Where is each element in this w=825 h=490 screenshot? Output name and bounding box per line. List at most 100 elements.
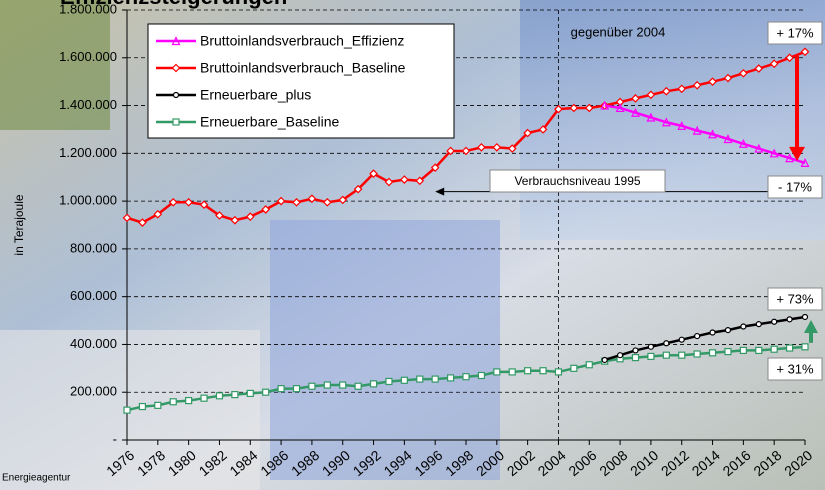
arrow-head [804, 319, 818, 333]
point [738, 138, 748, 148]
point [169, 398, 177, 406]
point [678, 336, 685, 343]
annotation-box [767, 357, 823, 381]
point [523, 128, 532, 138]
arrow-head [435, 187, 445, 196]
annotation: - 17% [778, 179, 812, 194]
point [739, 68, 748, 78]
legend-label: Bruttoinlandsverbrauch_Effizienz [200, 33, 404, 49]
point [292, 385, 301, 393]
point [646, 90, 656, 100]
point [570, 364, 578, 372]
point [771, 318, 778, 325]
annotation-box [767, 175, 823, 199]
point [723, 134, 733, 144]
point [800, 47, 810, 57]
point [616, 352, 624, 359]
point [415, 176, 425, 186]
point [800, 158, 810, 167]
point [172, 91, 180, 99]
point [632, 347, 639, 354]
point [785, 344, 794, 352]
point [338, 195, 348, 205]
point [662, 351, 670, 359]
point [308, 382, 316, 390]
chart-title: Effizienzsteigerungen [60, 0, 287, 9]
point [138, 218, 147, 227]
y-tick-label: 1.200.000 [59, 145, 117, 160]
point [539, 367, 547, 375]
point [709, 329, 716, 336]
point [446, 146, 455, 156]
point [740, 323, 747, 330]
point [416, 375, 424, 383]
point [261, 205, 271, 214]
point [153, 209, 163, 219]
point [431, 375, 439, 383]
legend [147, 23, 455, 139]
point [385, 377, 393, 386]
annotation: gegenüber 2004 [571, 24, 666, 39]
point [171, 63, 181, 73]
point [154, 401, 162, 409]
y-tick-label: 1.600.000 [59, 49, 117, 64]
point [353, 184, 363, 194]
point [400, 175, 409, 184]
point [171, 36, 181, 46]
point [631, 94, 640, 103]
point [786, 316, 793, 323]
annotation-box [767, 287, 823, 311]
point [585, 361, 593, 369]
y-tick-label: 800.000 [70, 240, 117, 255]
point [708, 129, 718, 139]
point [755, 321, 762, 328]
annotation-box [489, 169, 666, 193]
legend-label: Erneuerbare_Baseline [200, 114, 340, 130]
y-tick-label: 200.000 [70, 384, 117, 399]
point [277, 385, 285, 393]
point [384, 177, 394, 187]
y-tick-label: 1.000.000 [59, 193, 117, 208]
point [323, 381, 331, 389]
point [600, 100, 610, 110]
point [199, 200, 209, 210]
y-tick-label: 1.400.000 [59, 97, 117, 112]
point [584, 103, 594, 113]
point [184, 197, 193, 207]
point [231, 391, 239, 399]
point [554, 104, 563, 114]
point [307, 194, 317, 204]
point [168, 197, 178, 207]
y-tick-label: - [113, 431, 117, 446]
arrow-head [789, 146, 805, 161]
point [262, 388, 270, 396]
point [708, 77, 717, 87]
point [322, 197, 332, 207]
point [369, 380, 378, 388]
point [601, 356, 608, 364]
point [554, 368, 563, 376]
point [724, 327, 732, 334]
photo-wind [270, 220, 500, 480]
point [524, 367, 532, 375]
point [677, 121, 687, 130]
legend-label: Bruttoinlandsverbrauch_Baseline [200, 60, 406, 76]
point [507, 144, 517, 153]
point [755, 346, 763, 355]
point [785, 153, 795, 163]
point [692, 125, 702, 135]
point [801, 313, 809, 321]
point [678, 351, 686, 359]
point [339, 381, 347, 389]
point [538, 125, 548, 134]
point [723, 73, 733, 83]
point [138, 402, 147, 411]
point [172, 118, 180, 126]
point [493, 368, 501, 376]
point [185, 396, 193, 405]
point [769, 59, 779, 69]
point [369, 169, 378, 178]
point [400, 376, 408, 384]
point [245, 212, 255, 221]
y-tick-label: 600.000 [70, 288, 117, 303]
